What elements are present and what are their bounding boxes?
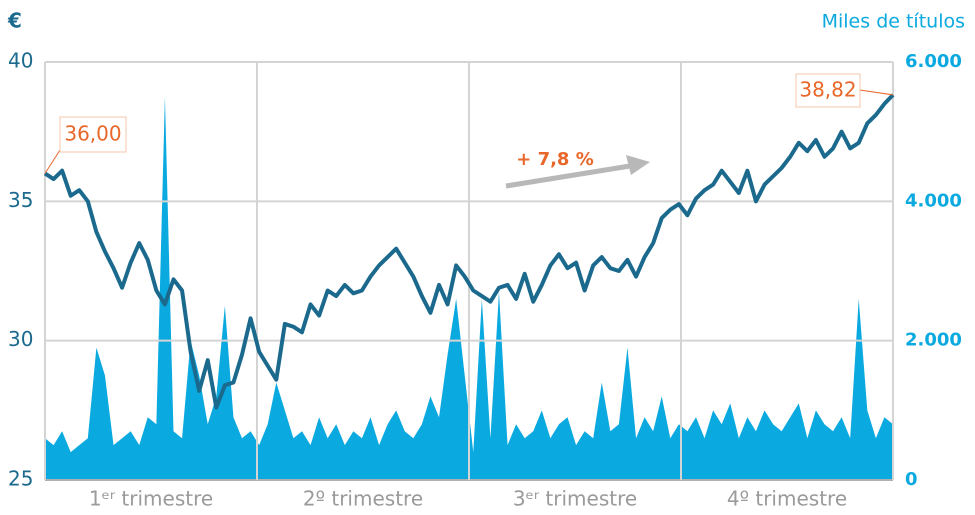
y2-tick-label: 2.000: [905, 330, 962, 351]
x-tick-label: 4º trimestre: [727, 487, 847, 511]
price-line: [43, 93, 895, 410]
annotation-box: [795, 73, 861, 108]
y-tick-label: 25: [8, 467, 33, 491]
trend-arrowhead: [626, 155, 650, 175]
annotation: 36,00: [64, 122, 121, 146]
y2-tick-label: 0: [905, 469, 918, 490]
y2-axis-label: Miles de títulos: [822, 11, 965, 33]
y2-tick-label: 4.000: [905, 190, 962, 211]
leader-line: [859, 89, 894, 96]
x-tick-label: 2º trimestre: [303, 487, 423, 511]
annotation: + 7,8 %: [516, 149, 594, 170]
x-tick-label: 3ᵉʳ trimestre: [513, 487, 637, 511]
leader-line: [44, 149, 61, 174]
y-tick-label: 35: [8, 188, 33, 212]
volume-area: [45, 96, 893, 480]
y2-tick-label: 6.000: [905, 51, 962, 72]
annotation: 38,82: [799, 78, 856, 102]
y-tick-label: 30: [8, 327, 33, 351]
x-tick-label: 1ᵉʳ trimestre: [89, 487, 213, 511]
y-tick-label: 40: [8, 49, 33, 73]
y-axis-label: €: [7, 9, 22, 33]
annotation-box: [59, 116, 127, 153]
trend-arrow: [505, 163, 631, 189]
